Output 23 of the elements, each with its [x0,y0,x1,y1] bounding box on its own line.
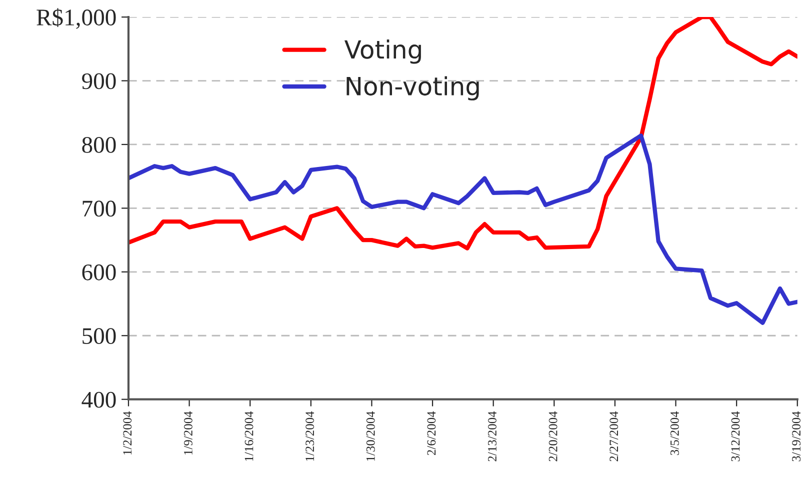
y-tick-label: 900 [82,73,116,90]
x-tick-label: 1/23/2004 [306,411,314,461]
line-series [128,17,798,250]
x-tick-label: 1/30/2004 [366,411,375,461]
x-tick-label: 2/20/2004 [548,411,558,462]
x-tick-label: 2/13/2004 [488,411,496,462]
y-tick-label: 700 [82,200,116,217]
y-tick-label: 500 [82,328,116,344]
x-tick-label: 3/5/2004 [670,411,679,455]
x-tick-label: 3/19/2004 [792,411,801,462]
line-series [128,133,798,325]
y-tick-label: 400 [82,392,116,408]
x-tick-label: 1/9/2004 [184,411,192,454]
legend-label: Non-voting [346,76,479,100]
y-tick-label: 800 [82,136,116,153]
x-tick-label: 3/12/2004 [731,411,740,462]
y-tick-label: 600 [82,264,116,280]
x-tick-label: 2/6/2004 [427,411,436,456]
legend-label: Voting [344,40,421,64]
y-tick-label: R$1,000 [36,8,116,29]
x-tick-label: 1/2/2004 [123,411,132,454]
x-tick-label: 2/27/2004 [610,411,618,462]
x-tick-label: 1/16/2004 [244,411,254,461]
